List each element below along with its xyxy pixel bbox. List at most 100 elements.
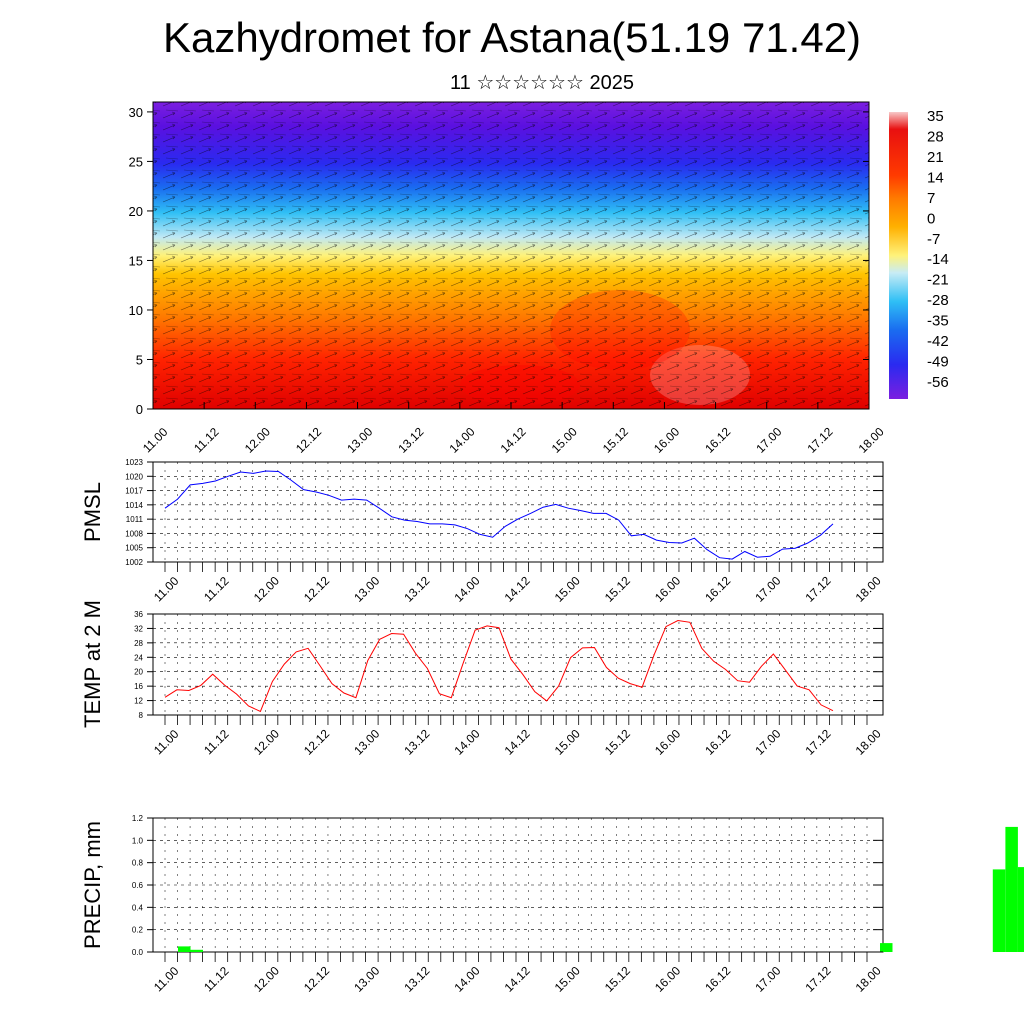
colorbar-label: -14	[927, 251, 949, 268]
heatmap-x-tick-label: 17.12	[804, 424, 835, 455]
x-tick-label: 16.00	[652, 963, 683, 994]
colorbar-label: -21	[927, 272, 949, 289]
x-tick-label: 12.12	[301, 963, 332, 994]
pmsl-grid	[153, 461, 883, 563]
y-tick-label: 32	[134, 624, 143, 633]
x-tick-label: 13.12	[401, 573, 432, 604]
page-subtitle: 11 ☆☆☆☆☆☆ 2025	[450, 72, 634, 94]
x-tick-label: 15.12	[602, 573, 633, 604]
heatmap-x-axis: 11.00 11.12 12.00 12.12 13.00 13.12 14.00 14.12…	[140, 402, 887, 456]
heatmap-y-tick-label: 15	[129, 253, 143, 268]
y-tick-label: 16	[134, 682, 143, 691]
wind-vectors	[153, 102, 869, 409]
y-tick-label: 36	[134, 610, 143, 619]
y-tick-label: 0.2	[132, 926, 144, 935]
pmsl-y-axis: 1023 1020 1017 1014 1011 1008 1005 1002	[125, 458, 883, 567]
y-tick-label: 0.0	[132, 948, 144, 957]
x-tick-label: 17.00	[752, 726, 783, 757]
temp-frame	[152, 613, 884, 716]
heatmap-x-tick-label: 15.12	[600, 424, 631, 455]
precip-x-axis: 11.00 11.12 12.00 12.12 13.00 13.12 14.00 14.12…	[151, 952, 884, 995]
precip-bar	[178, 946, 191, 952]
colorbar-label: -28	[927, 292, 949, 309]
x-tick-label: 11.00	[151, 574, 182, 605]
colorbar-label: -7	[927, 231, 940, 248]
pmsl-frame	[152, 461, 884, 563]
colorbar	[889, 112, 908, 399]
heatmap-x-tick-label: 15.00	[549, 424, 580, 455]
x-tick-label: 13.00	[351, 726, 382, 757]
x-tick-label: 14.12	[502, 573, 533, 604]
heatmap-x-tick-label: 16.00	[651, 424, 682, 455]
y-tick-label: 1017	[125, 487, 143, 496]
precip-bar	[880, 943, 893, 952]
temp-panel: 36 32 28 24 20 16 12 8 11.00 11.12 12.00 12.12 13.0…	[80, 600, 884, 758]
x-tick-label: 12.00	[251, 573, 282, 604]
x-tick-label: 11.12	[201, 727, 232, 758]
y-tick-label: 0.8	[132, 859, 144, 868]
precip-bar	[190, 949, 203, 952]
x-tick-label: 18.00	[853, 726, 884, 757]
temp-y-axis: 36 32 28 24 20 16 12 8	[134, 610, 883, 720]
x-tick-label: 15.12	[602, 726, 633, 757]
colorbar-label: 28	[927, 128, 944, 145]
x-tick-label: 17.00	[752, 963, 783, 994]
colorbar-label: 21	[927, 149, 944, 166]
x-tick-label: 13.12	[401, 963, 432, 994]
precip-bar	[992, 869, 1006, 952]
heatmap-y-tick-label: 25	[129, 154, 143, 169]
x-tick-label: 17.00	[752, 573, 783, 604]
colorbar-label: -42	[927, 333, 949, 350]
x-tick-label: 12.12	[301, 573, 332, 604]
heatmap-y-axis: 0 5 10 15 20 25 30	[129, 105, 869, 417]
x-tick-label: 14.12	[502, 963, 533, 994]
heatmap-panel: 0 5 10 15 20 25 30 11.00 11.12 12.00 12.12 13.00 13…	[129, 101, 949, 456]
x-tick-label: 18.00	[853, 573, 884, 604]
temp-grid	[153, 613, 883, 716]
x-tick-label: 16.12	[702, 963, 733, 994]
heatmap-y-tick-label: 5	[136, 352, 143, 367]
x-tick-label: 11.12	[201, 964, 232, 995]
x-tick-label: 14.00	[451, 726, 482, 757]
heatmap-x-tick-label: 13.00	[344, 424, 375, 455]
precip-y-axis: 1.2 1.0 0.8 0.6 0.4 0.2 0.0	[132, 814, 883, 957]
x-tick-label: 14.00	[451, 573, 482, 604]
colorbar-labels: 35 28 21 14 7 0 -7 -14 -21 -28 -35 -42 -49 -56	[927, 108, 949, 391]
x-tick-label: 16.00	[652, 726, 683, 757]
pmsl-y-label: PMSL	[80, 482, 105, 542]
y-tick-label: 1005	[125, 544, 143, 553]
colorbar-label: -35	[927, 313, 949, 330]
y-tick-label: 0.6	[132, 881, 144, 890]
colorbar-label: 35	[927, 108, 944, 125]
x-tick-label: 11.00	[151, 727, 182, 758]
x-tick-label: 18.00	[853, 963, 884, 994]
x-tick-label: 13.00	[351, 963, 382, 994]
colorbar-label: 14	[927, 169, 944, 186]
heatmap-x-tick-label: 13.12	[395, 424, 426, 455]
x-tick-label: 15.00	[552, 573, 583, 604]
y-tick-label: 1014	[125, 501, 143, 510]
heatmap-x-tick-label: 11.12	[191, 425, 222, 456]
precip-bars	[178, 826, 1024, 952]
colorbar-label: -49	[927, 354, 949, 371]
x-tick-label: 17.12	[802, 573, 833, 604]
pmsl-series-line	[164, 470, 834, 560]
x-tick-label: 12.00	[251, 726, 282, 757]
colorbar-label: 7	[927, 190, 935, 207]
precip-bar	[1005, 826, 1018, 952]
x-tick-label: 13.12	[401, 726, 432, 757]
heatmap-x-tick-label: 11.00	[140, 425, 171, 456]
precip-grid	[153, 817, 883, 953]
y-tick-label: 1.2	[132, 814, 144, 823]
x-tick-label: 11.00	[151, 964, 182, 995]
x-tick-label: 16.12	[702, 573, 733, 604]
temp-x-axis: 11.00 11.12 12.00 12.12 13.00 13.12 14.00 14.12…	[151, 715, 884, 758]
heatmap-y-tick-label: 10	[129, 303, 143, 318]
precip-bar	[1017, 867, 1024, 952]
temp-y-label: TEMP at 2 M	[80, 600, 105, 728]
y-tick-label: 1008	[125, 529, 143, 538]
precip-panel: 1.2 1.0 0.8 0.6 0.4 0.2 0.0 11.00 11.12 12.00 12.…	[80, 814, 1024, 995]
y-tick-label: 1011	[126, 515, 144, 524]
x-tick-label: 12.12	[301, 726, 332, 757]
pmsl-x-axis: 11.00 11.12 12.00 12.12 13.00 13.12 14.00 14.12…	[151, 562, 884, 605]
